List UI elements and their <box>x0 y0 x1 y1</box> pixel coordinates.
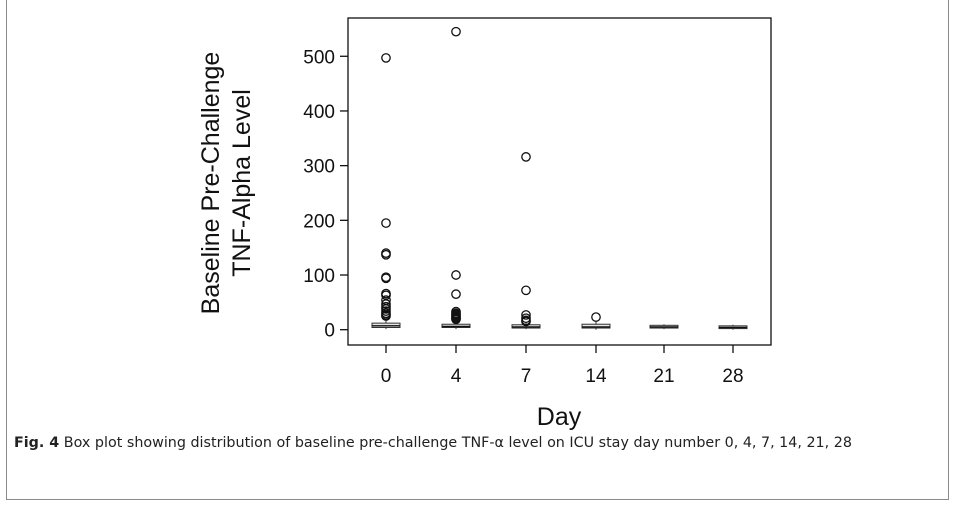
outlier-point <box>381 273 391 284</box>
x-tick-label: 14 <box>585 366 607 387</box>
x-tick-label: 4 <box>451 366 462 387</box>
x-tick-label: 0 <box>381 366 392 387</box>
caption-label: Fig. 4 <box>14 435 60 451</box>
outlier-point <box>591 312 601 322</box>
outlier-point <box>521 316 531 327</box>
x-axis-label: Day <box>537 403 582 430</box>
y-tick-label: 0 <box>324 321 335 342</box>
x-tick-label: 21 <box>653 366 674 387</box>
box <box>581 323 611 329</box>
caption-text: Box plot showing distribution of baselin… <box>59 435 852 451</box>
outlier-point <box>451 270 461 280</box>
outlier-point <box>451 26 461 37</box>
outlier-point <box>521 152 531 162</box>
x-tick-label: 7 <box>521 366 532 387</box>
y-tick-label: 500 <box>303 47 335 68</box>
y-tick-label: 100 <box>303 266 335 287</box>
y-axis-label-line1: Baseline Pre-Challenge <box>197 52 225 315</box>
y-tick-label: 200 <box>303 211 335 232</box>
figure-panel <box>6 0 949 500</box>
x-tick-label: 28 <box>722 366 743 387</box>
outlier-point <box>381 249 391 260</box>
outlier-point <box>451 289 461 299</box>
y-tick-label: 300 <box>303 157 335 178</box>
y-axis-label: Baseline Pre-Challenge TNF-Alpha Level <box>197 52 256 315</box>
outlier-point <box>381 53 391 63</box>
box-plot-chart: Baseline Pre-Challenge TNF-Alpha Level 0… <box>197 17 772 430</box>
outlier-point <box>521 310 531 320</box>
outlier-point <box>381 311 391 321</box>
outlier-point <box>381 299 391 309</box>
plot-frame <box>347 17 772 346</box>
y-axis-label-line2: TNF-Alpha Level <box>228 89 256 277</box>
outlier-point <box>521 285 531 296</box>
outlier-point <box>381 218 391 228</box>
outlier-point <box>451 314 461 325</box>
y-tick-label: 400 <box>303 102 335 123</box>
figure-caption: Fig. 4 Box plot showing distribution of … <box>14 433 934 454</box>
